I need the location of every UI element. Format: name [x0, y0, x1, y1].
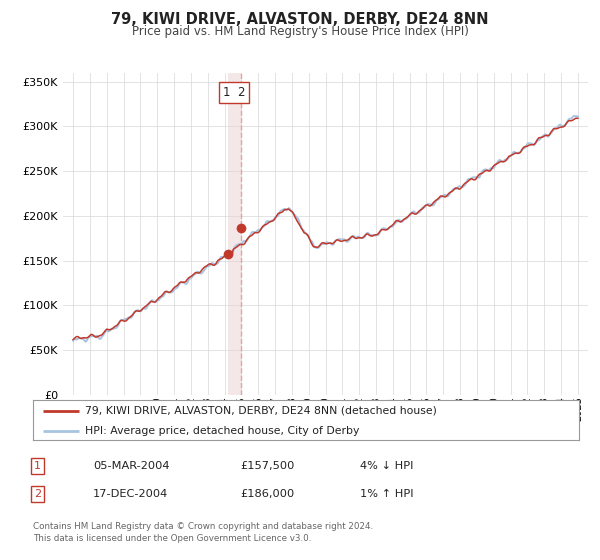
Text: HPI: Average price, detached house, City of Derby: HPI: Average price, detached house, City… — [85, 426, 359, 436]
Text: 2: 2 — [34, 489, 41, 499]
Text: 05-MAR-2004: 05-MAR-2004 — [93, 461, 170, 471]
Text: 1% ↑ HPI: 1% ↑ HPI — [360, 489, 413, 499]
Bar — [227, 73, 241, 395]
Text: 79, KIWI DRIVE, ALVASTON, DERBY, DE24 8NN: 79, KIWI DRIVE, ALVASTON, DERBY, DE24 8N… — [111, 12, 489, 27]
Text: 79, KIWI DRIVE, ALVASTON, DERBY, DE24 8NN (detached house): 79, KIWI DRIVE, ALVASTON, DERBY, DE24 8N… — [85, 406, 437, 416]
Text: Price paid vs. HM Land Registry's House Price Index (HPI): Price paid vs. HM Land Registry's House … — [131, 25, 469, 38]
Text: Contains HM Land Registry data © Crown copyright and database right 2024.
This d: Contains HM Land Registry data © Crown c… — [33, 522, 373, 543]
Text: £157,500: £157,500 — [240, 461, 295, 471]
Text: 1: 1 — [34, 461, 41, 471]
Text: 17-DEC-2004: 17-DEC-2004 — [93, 489, 168, 499]
Text: £186,000: £186,000 — [240, 489, 294, 499]
Text: 4% ↓ HPI: 4% ↓ HPI — [360, 461, 413, 471]
Text: 1  2: 1 2 — [223, 86, 245, 99]
